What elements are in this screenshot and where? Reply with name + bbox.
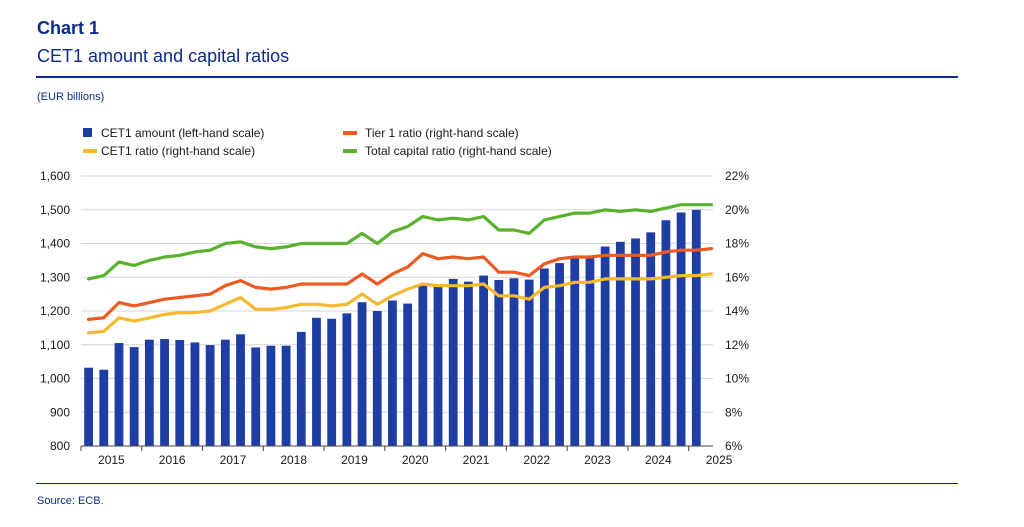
cet1-amount-bar: [403, 303, 413, 446]
right-axis-tick-label: 22%: [725, 169, 749, 183]
cet1-amount-bar: [190, 342, 200, 446]
tier1-ratio-line: [86, 247, 714, 321]
line-series: [86, 203, 714, 335]
cet1-amount-bar: [646, 232, 656, 446]
cet1-amount-bar: [144, 339, 154, 446]
cet1-amount-bar: [463, 281, 473, 446]
legend-label-total-capital-ratio: Total capital ratio (right-hand scale): [365, 144, 552, 158]
legend: CET1 amount (left-hand scale) Tier 1 rat…: [83, 126, 552, 158]
cet1-amount-bar: [479, 275, 489, 446]
bottom-rule: [36, 483, 958, 484]
right-axis-tick-label: 18%: [725, 237, 749, 251]
unit-note: (EUR billions): [37, 91, 105, 103]
legend-label-cet1-ratio: CET1 ratio (right-hand scale): [101, 144, 255, 158]
x-axis-tick-label: 2023: [584, 453, 611, 467]
cet1-amount-bar: [266, 345, 276, 446]
axes: 800 6% 900 8% 1,000 10% 1,100 12% 1,200 14% 1,300 1…: [40, 169, 749, 467]
cet1-amount-bar: [251, 347, 261, 446]
left-axis-tick-label: 1,500: [40, 203, 70, 217]
left-axis-tick-label: 900: [50, 405, 70, 419]
cet1-ratio-line: [86, 272, 714, 335]
right-axis-tick-label: 10%: [725, 372, 749, 386]
x-axis-tick-label: 2016: [159, 453, 186, 467]
left-axis-tick-label: 1,600: [40, 169, 70, 183]
legend-swatch-cet1-ratio: [83, 149, 97, 153]
cet1-amount-bar: [236, 334, 245, 446]
cet1-amount-bar: [539, 268, 549, 446]
left-axis-tick-label: 1,000: [40, 372, 70, 386]
legend-item-tier1-ratio: Tier 1 ratio (right-hand scale): [343, 126, 519, 140]
left-axis-tick-label: 1,200: [40, 304, 70, 318]
x-axis-tick-label: 2022: [523, 453, 550, 467]
cet1-amount-bar: [570, 255, 580, 446]
chart-title: CET1 amount and capital ratios: [37, 46, 290, 66]
legend-item-cet1-ratio: CET1 ratio (right-hand scale): [83, 144, 255, 158]
cet1-amount-bar: [433, 285, 443, 446]
left-axis-tick-label: 1,400: [40, 237, 70, 251]
right-axis-tick-label: 12%: [725, 338, 749, 352]
legend-swatch-cet1-amount: [83, 128, 92, 137]
source-note: Source: ECB.: [37, 495, 104, 507]
right-axis-tick-label: 14%: [725, 304, 749, 318]
cet1-amount-bar: [205, 345, 215, 446]
left-axis-tick-label: 800: [50, 439, 70, 453]
cet1-amount-bar: [388, 300, 397, 446]
cet1-amount-bar: [661, 220, 671, 446]
x-axis-tick-label: 2021: [463, 453, 490, 467]
legend-swatch-total-capital-ratio: [343, 149, 357, 153]
right-axis-tick-label: 20%: [725, 203, 749, 217]
legend-label-cet1-amount: CET1 amount (left-hand scale): [101, 126, 264, 140]
cet1-amount-bar: [555, 263, 564, 446]
cet1-amount-bar: [160, 339, 169, 446]
cet1-amount-bar: [296, 331, 306, 446]
right-axis-tick-label: 6%: [725, 439, 743, 453]
cet1-amount-bar: [84, 367, 94, 446]
legend-item-cet1-amount: CET1 amount (left-hand scale): [83, 126, 264, 140]
top-rule: [36, 76, 958, 78]
cet1-amount-bar: [418, 284, 428, 446]
cet1-amount-bar: [615, 241, 625, 446]
cet1-amount-bar: [129, 347, 139, 446]
total-capital-ratio-line: [86, 203, 714, 281]
cet1-amount-bar: [327, 318, 337, 446]
x-axis-tick-label: 2015: [98, 453, 125, 467]
left-axis-tick-label: 1,300: [40, 270, 70, 284]
cet1-amount-bar: [691, 209, 701, 446]
legend-swatch-tier1-ratio: [343, 131, 357, 135]
cet1-amount-bar: [372, 311, 382, 446]
x-axis-tick-label: 2025: [706, 453, 733, 467]
cet1-amount-bar: [342, 313, 352, 446]
cet1-amount-bar: [281, 345, 291, 446]
x-axis-tick-label: 2020: [402, 453, 429, 467]
cet1-amount-bar: [600, 246, 610, 446]
bar-series: [84, 209, 701, 446]
x-axis-tick-label: 2019: [341, 453, 368, 467]
x-axis-tick-label: 2018: [280, 453, 307, 467]
cet1-amount-bar: [175, 340, 185, 446]
cet1-amount-bar: [676, 212, 686, 446]
cet1-amount-bar: [220, 339, 230, 446]
left-axis-tick-label: 1,100: [40, 338, 70, 352]
cet1-amount-bar: [585, 256, 595, 446]
cet1-amount-bar: [357, 302, 367, 446]
cet1-amount-bar: [631, 238, 640, 446]
right-axis-tick-label: 16%: [725, 270, 749, 284]
legend-label-tier1-ratio: Tier 1 ratio (right-hand scale): [365, 126, 519, 140]
chart-label: Chart 1: [37, 18, 100, 38]
legend-item-total-capital-ratio: Total capital ratio (right-hand scale): [343, 144, 552, 158]
x-axis-tick-label: 2017: [220, 453, 247, 467]
cet1-amount-bar: [114, 343, 124, 446]
x-axis-tick-label: 2024: [645, 453, 672, 467]
right-axis-tick-label: 8%: [725, 405, 743, 419]
cet1-amount-bar: [448, 278, 458, 446]
cet1-amount-bar: [524, 279, 534, 446]
cet1-amount-bar: [312, 317, 321, 446]
cet1-amount-bar: [494, 279, 504, 446]
cet1-amount-bar: [99, 369, 109, 446]
cet1-amount-bar: [509, 278, 519, 446]
